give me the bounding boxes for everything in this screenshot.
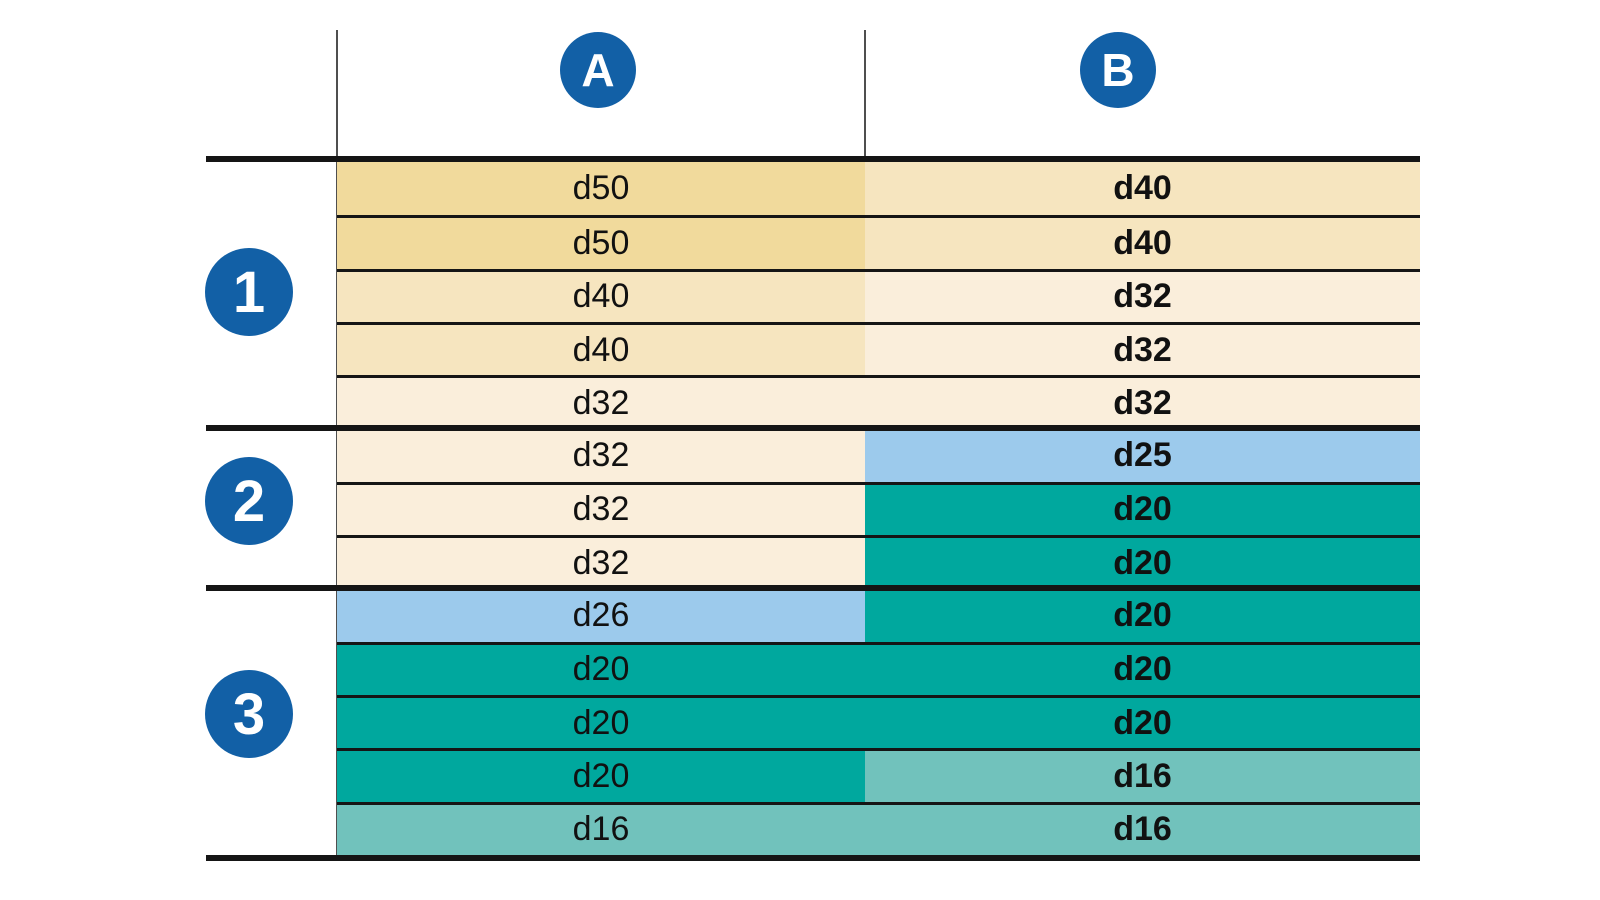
table-top-rule <box>206 156 1420 162</box>
cell-column-a: d32 <box>337 428 865 482</box>
cell-column-b: d32 <box>865 324 1420 376</box>
cell-column-b: d25 <box>865 428 1420 482</box>
cell-column-a: d20 <box>337 751 865 802</box>
table-row: d40 d32 <box>337 268 1420 322</box>
cell-column-a: d32 <box>337 538 865 589</box>
group-number-badge: 2 <box>205 457 293 545</box>
cell-column-b: d20 <box>865 697 1420 749</box>
table-row: d32 d20 <box>337 535 1420 589</box>
cell-column-b: d32 <box>865 271 1420 322</box>
column-header-a-badge: A <box>560 32 636 108</box>
cell-column-b: d16 <box>865 751 1420 802</box>
cell-column-b: d20 <box>865 484 1420 536</box>
cell-column-a: d20 <box>337 697 865 749</box>
cell-column-a: d20 <box>337 644 865 695</box>
table-row: d20 d20 <box>337 694 1420 749</box>
table-row: d20 d20 <box>337 641 1420 695</box>
table-rows: d50 d40 d50 d40 d40 d32 d40 d32 d32 d32 d32 d25 d32 d… <box>337 162 1420 855</box>
cell-column-b: d40 <box>865 162 1420 216</box>
table-row: d32 d32 <box>337 375 1420 429</box>
table-row: d32 d25 <box>337 428 1420 482</box>
group-separator-rule-1 <box>206 425 1420 431</box>
table-row: d26 d20 <box>337 588 1420 642</box>
cell-column-a: d50 <box>337 162 865 216</box>
group-number-badge: 1 <box>205 248 293 336</box>
cell-column-a: d40 <box>337 271 865 322</box>
column-header-b-badge: B <box>1080 32 1156 108</box>
cell-column-b: d20 <box>865 538 1420 589</box>
cell-column-a: d26 <box>337 588 865 642</box>
cell-column-a: d50 <box>337 218 865 269</box>
table-row: d50 d40 <box>337 215 1420 269</box>
cell-column-a: d40 <box>337 324 865 376</box>
cell-column-b: d20 <box>865 644 1420 695</box>
group-number-badge: 3 <box>205 670 293 758</box>
cell-column-a: d16 <box>337 804 865 855</box>
table-row: d50 d40 <box>337 162 1420 216</box>
cell-column-b: d16 <box>865 804 1420 855</box>
table-row: d32 d20 <box>337 481 1420 536</box>
cell-column-a: d32 <box>337 484 865 536</box>
group-separator-rule-2 <box>206 585 1420 591</box>
cell-column-b: d20 <box>865 588 1420 642</box>
table-row: d16 d16 <box>337 801 1420 855</box>
table-row: d40 d32 <box>337 321 1420 376</box>
cell-column-b: d40 <box>865 218 1420 269</box>
cell-column-a: d32 <box>337 378 865 429</box>
table-row: d20 d16 <box>337 748 1420 802</box>
table-bottom-rule <box>206 855 1420 861</box>
cell-column-b: d32 <box>865 378 1420 429</box>
